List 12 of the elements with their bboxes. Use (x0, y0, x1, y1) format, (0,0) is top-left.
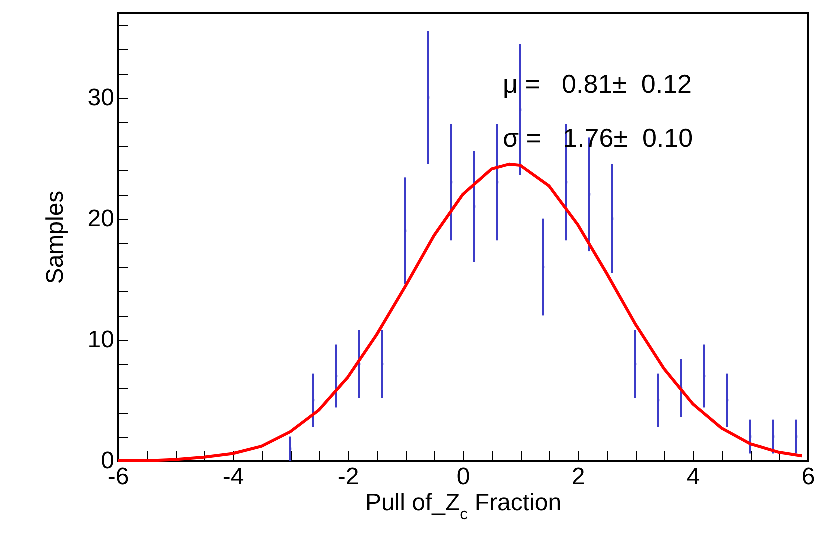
y-tick-label: 30 (88, 84, 114, 112)
x-tick-label: 0 (456, 464, 470, 490)
x-tick-label: -4 (222, 464, 244, 490)
x-tick-label: 2 (572, 464, 586, 490)
y-tick-label: 10 (88, 326, 114, 354)
y-axis-title: Samples (42, 190, 69, 284)
x-tick-label: 4 (686, 464, 700, 490)
y-tick-label: 20 (88, 205, 114, 232)
annotation: μ = 0.81± 0.12 (503, 69, 692, 99)
x-axis-title: Pull of_Z$_{c}$ Fraction (365, 490, 562, 523)
x-tick-label: -2 (338, 464, 360, 490)
x-tick-label: 6 (802, 464, 816, 490)
